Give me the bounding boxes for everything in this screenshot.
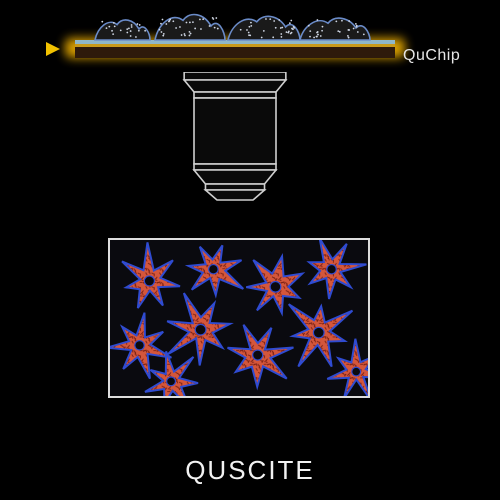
product-title: QUSCITE [0,455,500,486]
chip-label: QuChip [403,47,460,65]
chip-layer-base [75,47,395,58]
light-arrow-icon [46,42,60,56]
chip-cells [0,0,500,42]
cell-image [110,240,368,396]
objective-lens-icon [175,72,295,202]
imaging-panel [108,238,370,398]
diagram-canvas: QuChip QUSCITE [0,0,500,500]
